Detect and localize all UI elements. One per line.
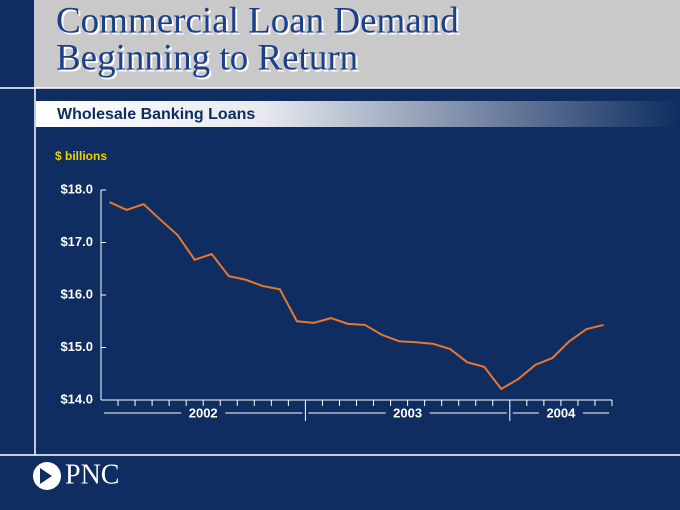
subtitle-bar [36, 101, 680, 127]
title: Beginning to Return [56, 37, 358, 78]
logo-text: PNC [65, 459, 119, 490]
y-tick-label: $15.0 [60, 339, 93, 354]
y-tick-label: $18.0 [60, 181, 93, 196]
y-tick-label: $14.0 [60, 391, 93, 406]
title-shadow: Commercial Loan Demand [58, 2, 461, 43]
header-band [36, 0, 680, 88]
x-tick-label: 2004 [546, 405, 576, 420]
chart-title: Wholesale Banking Loans [57, 106, 255, 123]
title-shadow: Beginning to Return [58, 39, 360, 80]
series-line [109, 201, 604, 391]
logo: PNC [33, 459, 119, 490]
title: Commercial Loan Demand [56, 0, 459, 41]
y-tick-label: $17.0 [60, 234, 93, 249]
x-tick-label: 2002 [189, 405, 218, 420]
y-axis-label: $ billions [55, 149, 107, 163]
y-tick-label: $16.0 [60, 286, 93, 301]
x-tick-label: 2003 [393, 405, 422, 420]
